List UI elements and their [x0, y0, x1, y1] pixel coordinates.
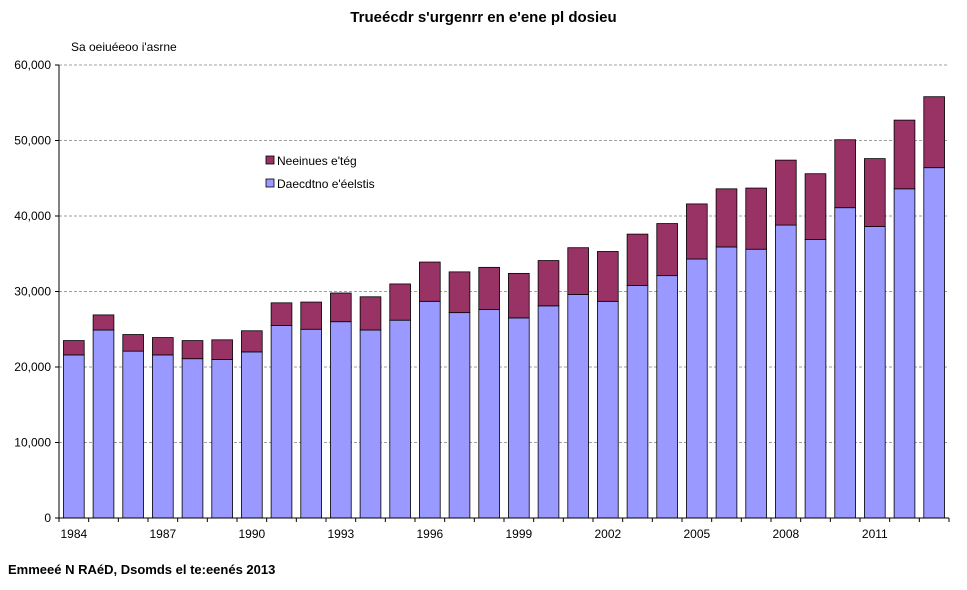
bar-segment-base: [686, 258, 708, 519]
bar-segment-base: [211, 359, 233, 519]
bar-segment-incidents: [626, 233, 649, 286]
bar-segment-incidents: [389, 283, 411, 321]
bar-segment-incidents: [270, 302, 293, 326]
bar-segment-base: [152, 354, 174, 519]
bar-segment-base: [359, 329, 382, 519]
bar-segment-base: [893, 188, 916, 519]
y-tick-label: 60,000: [14, 58, 51, 72]
bar-segment-incidents: [359, 296, 382, 331]
bar-segment-incidents: [745, 187, 767, 250]
y-tick-label: 50,000: [14, 134, 51, 148]
bar-segment-base: [775, 224, 797, 519]
legend-swatch-incidents: [265, 155, 275, 165]
bar-segment-incidents: [686, 203, 708, 260]
bar-segment-base: [508, 317, 530, 519]
x-tick-label: 2008: [772, 527, 799, 541]
bar-segment-incidents: [656, 223, 678, 277]
bar-segment-base: [241, 351, 263, 519]
legend-label-incidents: Neeinues e'tég: [277, 154, 357, 168]
bar-segment-base: [804, 239, 827, 519]
bar-segment-base: [419, 300, 441, 519]
x-tick-label: 1984: [60, 527, 87, 541]
axes: 0 10,000 20,000 30,000 40,000 50,000 60,000 198…: [14, 58, 950, 541]
y-tick-label: 10,000: [14, 436, 51, 450]
bar-segment-incidents: [300, 301, 322, 330]
bar-segment-base: [330, 321, 352, 519]
bar-segment-incidents: [804, 173, 827, 240]
x-tick-label: 1999: [505, 527, 532, 541]
bar-segment-base: [537, 305, 560, 519]
x-tick-label: 1987: [149, 527, 176, 541]
bar-segment-incidents: [567, 247, 589, 295]
bar-segment-incidents: [92, 314, 115, 331]
bar-segment-base: [923, 167, 945, 519]
bars: [63, 96, 945, 519]
bar-segment-base: [300, 328, 322, 519]
legend: Neeinues e'tég Daecdtno e'éelstis: [265, 154, 375, 191]
bar-segment-incidents: [330, 292, 352, 323]
bar-segment-base: [597, 300, 619, 519]
bar-segment-base: [745, 248, 767, 519]
bar-segment-incidents: [478, 266, 500, 311]
bar-segment-incidents: [597, 251, 619, 302]
bar-segment-incidents: [834, 139, 856, 209]
y-axis-label: Sa oeiuéeoo i'asrne: [71, 40, 177, 54]
bar-segment-base: [181, 358, 204, 519]
bar-segment-incidents: [715, 188, 738, 248]
bar-segment-incidents: [923, 96, 945, 169]
bar-segment-base: [270, 325, 293, 519]
bar-segment-incidents: [419, 261, 441, 302]
x-tick-label: 1993: [327, 527, 354, 541]
bar-segment-incidents: [211, 339, 233, 360]
bar-segment-incidents: [152, 337, 174, 356]
gridlines: [59, 64, 949, 443]
bar-segment-base: [63, 354, 85, 519]
bar-segment-base: [389, 319, 411, 519]
y-tick-label: 0: [44, 511, 51, 525]
bar-segment-base: [715, 246, 738, 519]
y-tick-label: 20,000: [14, 360, 51, 374]
bar-segment-base: [567, 294, 589, 519]
bar-segment-base: [92, 329, 115, 519]
bar-segment-incidents: [775, 159, 797, 226]
bar-segment-base: [626, 285, 649, 519]
y-tick-label: 40,000: [14, 209, 51, 223]
chart-title: Trueécdr s'urgenrr en e'ene pl dosieu: [350, 9, 617, 26]
bar-segment-incidents: [241, 330, 263, 353]
bar-segment-base: [448, 312, 471, 519]
x-tick-label: 2005: [683, 527, 710, 541]
bar-segment-base: [656, 275, 678, 519]
bar-segment-incidents: [122, 334, 144, 352]
bar-segment-base: [864, 226, 886, 519]
bar-segment-incidents: [864, 158, 886, 227]
bar-segment-base: [834, 207, 856, 519]
y-tick-label: 30,000: [14, 285, 51, 299]
legend-swatch-base: [265, 178, 275, 188]
bar-segment-incidents: [181, 340, 204, 360]
bar-segment-base: [478, 309, 500, 519]
x-tick-label: 1996: [416, 527, 443, 541]
x-tick-label: 2011: [862, 527, 888, 541]
bar-segment-base: [122, 350, 144, 519]
legend-label-base: Daecdtno e'éelstis: [277, 177, 375, 191]
bar-segment-incidents: [448, 271, 471, 314]
source-note: Emmeeé N RAéD, Dsomds el te:eenés 2013: [8, 562, 276, 577]
bar-segment-incidents: [893, 119, 916, 190]
x-tick-label: 1990: [238, 527, 265, 541]
bar-segment-incidents: [508, 272, 530, 319]
x-tick-label: 2002: [594, 527, 621, 541]
bar-segment-incidents: [537, 260, 560, 307]
bar-segment-incidents: [63, 340, 85, 356]
